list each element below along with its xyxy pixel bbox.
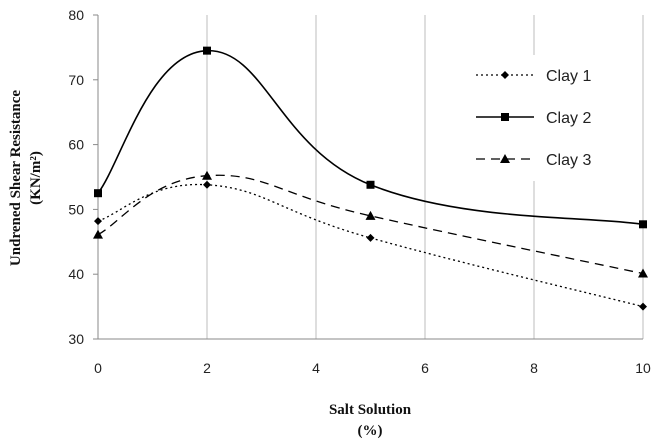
x-tick-label-10: 10 xyxy=(635,360,651,376)
x-tick-label-4: 4 xyxy=(312,360,320,376)
y-tick-label-40: 40 xyxy=(68,266,84,282)
x-tick-label-6: 6 xyxy=(421,360,429,376)
data-point-1-1 xyxy=(203,180,211,189)
y-tick-label-30: 30 xyxy=(68,331,84,347)
series-line-3 xyxy=(97,174,644,275)
legend-marker-3 xyxy=(500,154,510,163)
y-tick-label-80: 80 xyxy=(68,7,84,23)
data-point-3-3 xyxy=(638,268,648,278)
y-tick-label-70: 70 xyxy=(68,72,84,88)
data-point-2-0 xyxy=(94,189,102,198)
x-tick-labels: 0 2 4 6 8 10 xyxy=(94,360,651,376)
legend-background xyxy=(466,55,638,181)
x-tick-label-0: 0 xyxy=(94,360,102,376)
data-point-2-3 xyxy=(639,220,647,229)
legend-marker-2 xyxy=(501,113,509,121)
axes xyxy=(93,14,643,340)
legend-marker-1 xyxy=(501,71,509,79)
series-3 xyxy=(93,170,648,278)
x-axis-title: Salt Solution xyxy=(329,402,412,418)
y-tick-labels: 30 40 50 60 70 80 xyxy=(68,7,84,347)
data-point-3-2 xyxy=(365,210,376,220)
data-point-3-1 xyxy=(202,170,212,180)
legend: Clay 1 Clay 2 Clay 3 xyxy=(466,55,638,181)
legend-label-3: Clay 3 xyxy=(546,152,591,169)
x-tick-label-2: 2 xyxy=(203,360,211,376)
y-tick-label-60: 60 xyxy=(68,137,84,153)
y-tick-label-50: 50 xyxy=(68,201,84,217)
data-point-1-2 xyxy=(366,233,375,242)
series-1 xyxy=(94,180,647,311)
series-group xyxy=(93,46,648,311)
series-2 xyxy=(94,46,647,229)
x-tick-label-8: 8 xyxy=(530,360,538,376)
series-line-1 xyxy=(97,183,644,308)
data-point-2-1 xyxy=(203,46,211,55)
legend-label-2: Clay 2 xyxy=(546,110,591,127)
y-axis-title: Undrened Shear Resistance xyxy=(8,90,24,266)
data-point-3-0 xyxy=(93,229,103,239)
y-axis-unit: (KN/m²) xyxy=(28,151,44,205)
data-point-2-2 xyxy=(366,180,375,189)
series-line-2 xyxy=(97,49,644,226)
x-axis-unit: (%) xyxy=(358,423,383,439)
data-point-1-0 xyxy=(94,217,102,226)
legend-label-1: Clay 1 xyxy=(546,68,591,85)
data-point-1-3 xyxy=(639,302,647,311)
